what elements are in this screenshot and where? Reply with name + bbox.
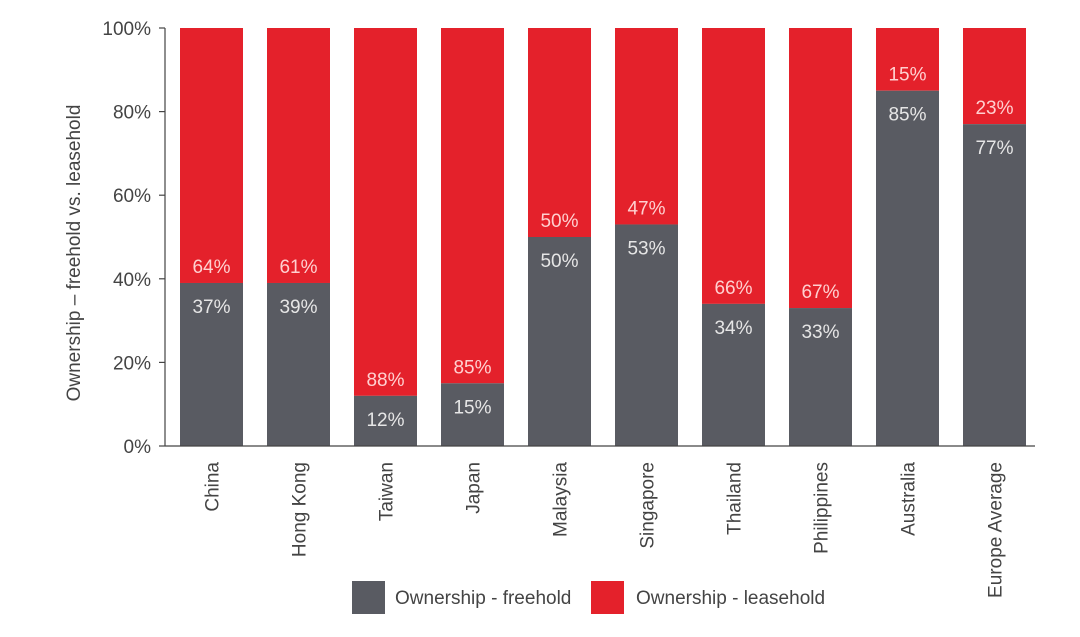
data-label-leasehold: 61% [279,257,317,278]
data-label-leasehold: 47% [627,198,665,219]
bar-leasehold [354,28,417,396]
x-tick-label: Thailand [725,462,746,535]
x-tick-label: Europe Average [986,462,1007,598]
x-tick-label: Hong Kong [290,462,311,557]
bar-leasehold [963,28,1026,125]
data-label-leasehold: 67% [801,282,839,303]
bar-leasehold [615,28,678,225]
data-label-freehold: 39% [279,297,317,318]
y-axis-title: Ownership – freehold vs. leasehold [64,105,85,402]
data-label-leasehold: 23% [975,98,1013,119]
data-label-freehold: 50% [540,251,578,272]
legend-label-freehold: Ownership - freehold [395,588,571,609]
data-label-freehold: 12% [366,410,404,431]
bar-freehold [963,124,1026,446]
legend: Ownership - freehold Ownership - leaseho… [352,581,825,614]
x-tick-label: Philippines [812,462,833,554]
bars: 64% 37% 61% 39% 88% 12% 85% 15% 50% 50% 47% 53% 66% 3… [180,28,1026,446]
bar-freehold [441,383,504,446]
x-tick-label: Taiwan [377,462,398,521]
y-tick-label: 20% [113,353,151,374]
data-label-freehold: 34% [714,318,752,339]
x-tick-label: Japan [464,462,485,514]
bar-leasehold [180,28,243,283]
legend-swatch-freehold [352,581,385,614]
bar-freehold [354,395,417,446]
y-tick-label: 80% [113,103,151,124]
legend-swatch-leasehold [591,581,624,614]
y-axis: 0% 20% 40% 60% 80% 100% [102,19,166,458]
y-tick-label: 100% [102,19,151,40]
y-tick-label: 0% [124,437,152,458]
data-label-freehold: 85% [888,105,926,126]
bar-freehold [267,282,330,446]
bar-leasehold [267,28,330,283]
data-label-leasehold: 50% [540,211,578,232]
bar-freehold [702,303,765,446]
data-label-freehold: 77% [975,138,1013,159]
bar-leasehold [876,28,939,91]
data-label-freehold: 15% [453,397,491,418]
bar-freehold [789,308,852,446]
data-label-leasehold: 66% [714,278,752,299]
bar-leasehold [789,28,852,309]
data-label-freehold: 33% [801,322,839,343]
x-tick-label: Malaysia [551,462,572,537]
legend-label-leasehold: Ownership - leasehold [636,588,825,609]
y-tick-label: 40% [113,270,151,291]
bar-leasehold [702,28,765,304]
data-label-leasehold: 85% [453,357,491,378]
bar-freehold [528,237,591,446]
data-label-leasehold: 15% [888,65,926,86]
bar-leasehold [528,28,591,237]
x-tick-label: Australia [899,462,920,536]
data-label-leasehold: 88% [366,370,404,391]
data-label-leasehold: 64% [192,257,230,278]
y-tick-label: 60% [113,186,151,207]
data-label-freehold: 53% [627,238,665,259]
bar-freehold [876,90,939,446]
x-tick-label: China [203,462,224,512]
bar-freehold [615,224,678,446]
data-label-freehold: 37% [192,297,230,318]
bar-leasehold [441,28,504,384]
x-tick-label: Singapore [638,462,659,549]
x-axis: China Hong Kong Taiwan Japan Malaysia Singapo… [165,445,1035,598]
bar-freehold [180,282,243,446]
